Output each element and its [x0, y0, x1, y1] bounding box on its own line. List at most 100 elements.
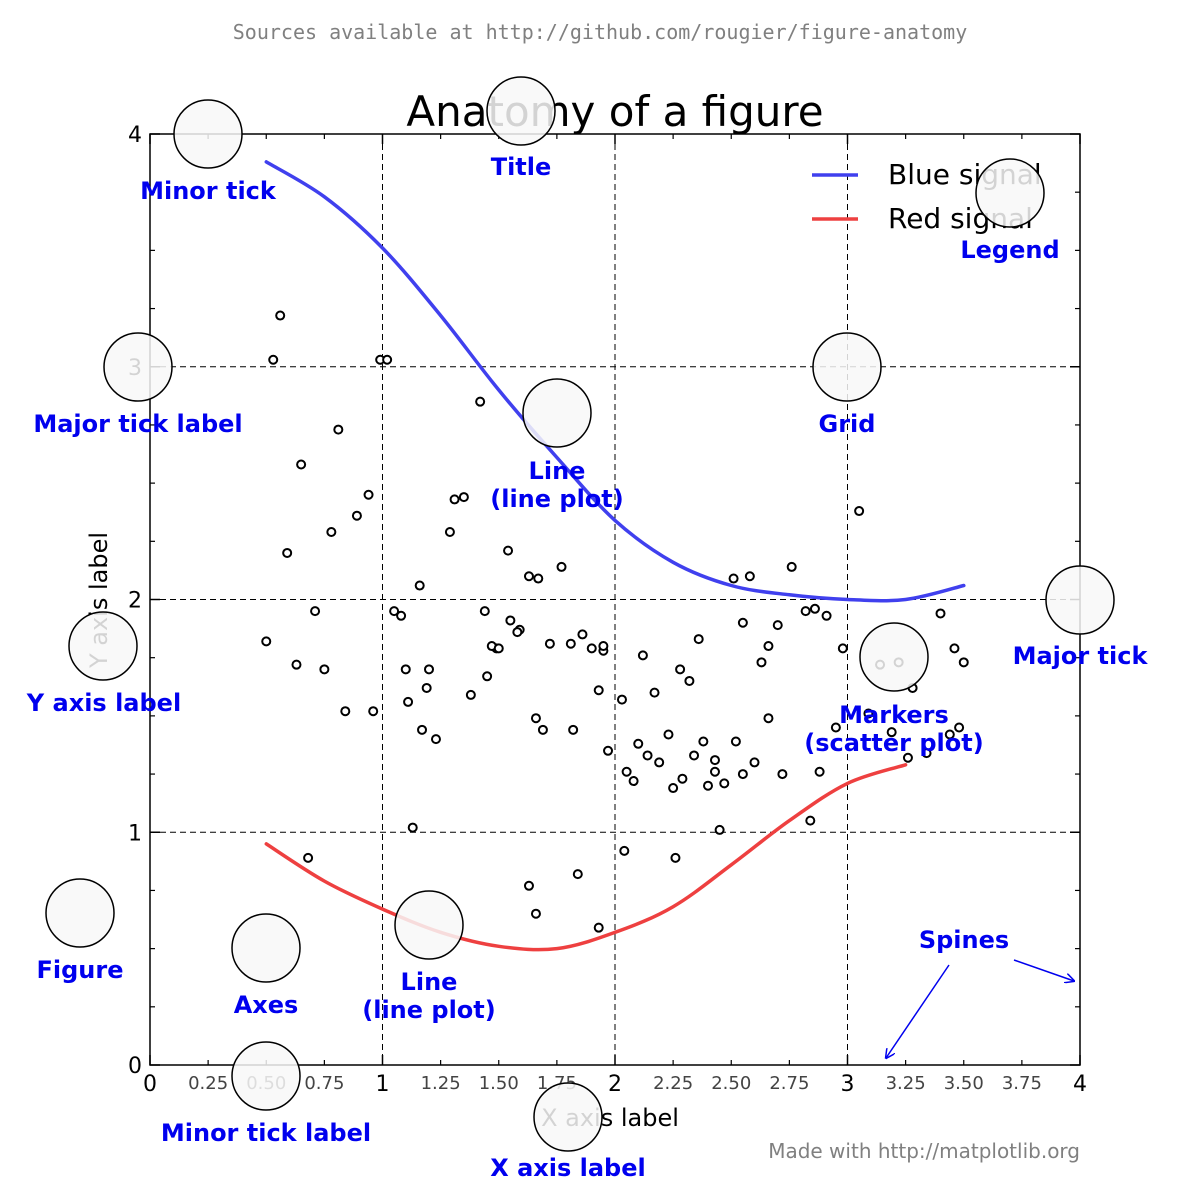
major-tick-label-y: 2 [128, 589, 142, 614]
minor-tick-label-x: 3.25 [886, 1073, 926, 1094]
scatter-point [268, 354, 279, 365]
axes-marker-circle [231, 913, 301, 983]
scatter-point [417, 724, 428, 735]
scatter-point [642, 750, 653, 761]
scatter-point [633, 738, 644, 749]
markers-annotation-label: Markers [839, 701, 949, 729]
red-signal-line [264, 763, 908, 952]
scatter-point [303, 852, 314, 863]
minor-tick-label-x: 1.50 [479, 1073, 519, 1094]
scatter-point [763, 641, 774, 652]
spines-arrow-right [1013, 959, 1074, 981]
scatter-point [886, 727, 897, 738]
scatter-point [628, 776, 639, 787]
scatter-point [749, 757, 760, 768]
scatter-point [382, 354, 393, 365]
markers-annotation-label: (scatter plot) [804, 729, 983, 757]
blue-signal-line [264, 160, 966, 603]
scatter-point [396, 610, 407, 621]
major-tick-label-y: 0 [128, 1054, 142, 1079]
minor-tick-label-x: 3.50 [944, 1073, 984, 1094]
scatter-point [619, 845, 630, 856]
major-tick-label-x: 0 [143, 1072, 157, 1097]
scatter-point [621, 766, 632, 777]
scatter-point [728, 573, 739, 584]
grid-annotation-label: Grid [819, 410, 876, 438]
scatter-point [482, 671, 493, 682]
scatter-point [351, 510, 362, 521]
scatter-point [530, 713, 541, 724]
scatter-point [565, 638, 576, 649]
major-tick-label-y: 1 [128, 821, 142, 846]
scatter-point [677, 773, 688, 784]
scatter-point [493, 643, 504, 654]
scatter-point [616, 694, 627, 705]
made-with-note: Made with http://matplotlib.org [768, 1139, 1080, 1163]
scatter-point [730, 736, 741, 747]
scatter-point [693, 634, 704, 645]
scatter-point [744, 571, 755, 582]
scatter-point [954, 722, 965, 733]
title-marker-circle [486, 76, 556, 146]
scatter-point [340, 706, 351, 717]
minor-tick-label-annotation-label: Minor tick label [161, 1119, 371, 1147]
figure-annotation-label: Figure [37, 956, 124, 984]
scatter-point [772, 620, 783, 631]
scatter-point [830, 722, 841, 733]
scatter-point [407, 822, 418, 833]
line-plot-lower-marker-circle [394, 890, 464, 960]
markers-marker-circle [859, 622, 929, 692]
scatter-point [902, 752, 913, 763]
scatter-point [668, 783, 679, 794]
legend-annotation-label: Legend [960, 236, 1059, 264]
scatter-point [698, 736, 709, 747]
scatter-point [805, 815, 816, 826]
major-tick-label-x: 3 [841, 1072, 855, 1097]
scatter-point [586, 643, 597, 654]
scatter-point [414, 580, 425, 591]
scatter-point [854, 506, 865, 517]
scatter-point [537, 724, 548, 735]
scatter-point [403, 696, 414, 707]
y-axis-label-marker-circle [68, 611, 138, 681]
scatter-point [684, 675, 695, 686]
x-axis-label-marker-circle [533, 1082, 603, 1152]
scatter-point [689, 750, 700, 761]
scatter-point [756, 657, 767, 668]
minor-tick-label-marker-circle [231, 1041, 301, 1111]
line-plot-upper-marker-circle [522, 378, 592, 448]
major-tick-label-x: 1 [376, 1072, 390, 1097]
scatter-point [800, 606, 811, 617]
scatter-point [475, 396, 486, 407]
scatter-point [786, 561, 797, 572]
figure-marker-circle [45, 878, 115, 948]
scatter-point [389, 606, 400, 617]
scatter-point [821, 610, 832, 621]
scatter-point [719, 778, 730, 789]
scatter-point [837, 643, 848, 654]
scatter-point [363, 489, 374, 500]
scatter-point [310, 606, 321, 617]
minor-tick-marker-circle [173, 99, 243, 169]
scatter-point [479, 606, 490, 617]
scatter-point [577, 629, 588, 640]
scatter-point [512, 627, 523, 638]
axes-annotation-label: Axes [234, 991, 299, 1019]
scatter-point [670, 852, 681, 863]
scatter-point [523, 880, 534, 891]
scatter-point [814, 766, 825, 777]
scatter-point [593, 685, 604, 696]
minor-tick-label-x: 0.25 [188, 1073, 228, 1094]
scatter-point [654, 757, 665, 768]
scatter-point [296, 459, 307, 470]
scatter-point [333, 424, 344, 435]
scatter-point [503, 545, 514, 556]
minor-tick-label-x: 3.75 [1002, 1073, 1042, 1094]
grid-marker-circle [812, 332, 882, 402]
scatter-point [637, 650, 648, 661]
scatter-markers [261, 310, 969, 933]
scatter-point [523, 571, 534, 582]
line-series [264, 160, 966, 952]
scatter-point [556, 561, 567, 572]
major-tick-label-annotation-label: Major tick label [33, 410, 242, 438]
